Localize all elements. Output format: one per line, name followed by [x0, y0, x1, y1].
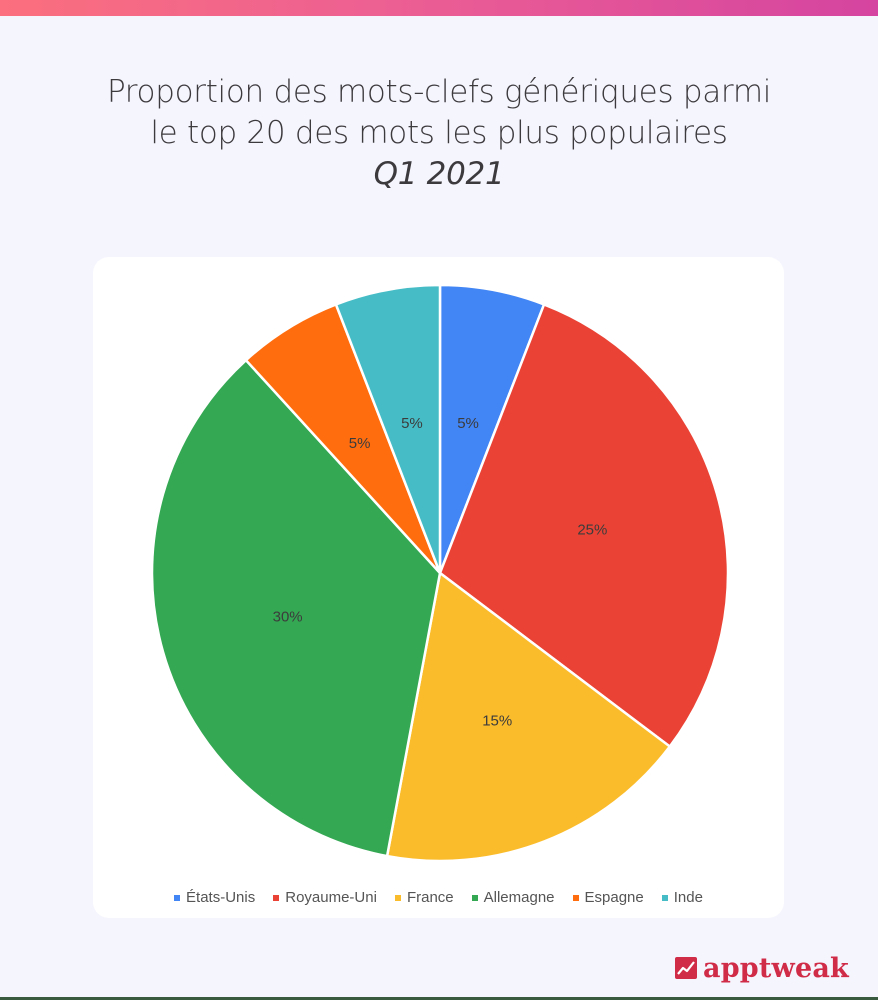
slice-value-label: 25% [577, 522, 607, 539]
legend-item: Royaume-Uni [273, 889, 377, 906]
legend-swatch [273, 894, 280, 901]
legend-label: France [406, 889, 454, 906]
title-line-1: Proportion des mots-clefs génériques par… [106, 74, 772, 110]
chart-card: 5% 25% 15% 30% 5% 5% États-Unis Royaume-Uni Fra… [93, 257, 784, 918]
legend-swatch [471, 894, 478, 901]
pie-slice-inde [334, 283, 442, 574]
legend-item: Allemagne [471, 889, 555, 906]
brand-logo: apptweak [675, 950, 849, 986]
top-gradient-bar [0, 0, 878, 16]
pie-slice-france [385, 570, 672, 863]
legend-label: Royaume-Uni [285, 889, 377, 906]
slice-value-label: 15% [482, 713, 512, 730]
chart-legend: États-Unis Royaume-Uni France Allemagne Espa… [93, 889, 784, 906]
slice-value-label: 5% [349, 435, 371, 452]
chart-title: Proportion des mots-clefs génériques par… [0, 72, 878, 195]
chart-subtitle: Q1 2021 [373, 156, 505, 192]
brand-name: apptweak [703, 952, 849, 984]
legend-swatch [174, 894, 181, 901]
legend-swatch [394, 894, 401, 901]
trend-chart-icon [675, 957, 697, 979]
pie-slice-royaume-uni [438, 302, 730, 749]
pie-slice-allemagne [150, 358, 442, 858]
legend-swatch [661, 894, 668, 901]
slice-value-label: 30% [273, 608, 303, 625]
legend-item: États-Unis [174, 889, 255, 906]
legend-label: États-Unis [186, 889, 256, 906]
bottom-border [0, 997, 878, 1000]
legend-swatch [572, 894, 579, 901]
pie-chart: 5% 25% 15% 30% 5% 5% [150, 283, 730, 863]
title-line-2: le top 20 des mots les plus populaires [150, 115, 728, 151]
slice-value-label: 5% [401, 415, 423, 432]
legend-label: Allemagne [483, 889, 555, 906]
slice-value-label: 5% [457, 415, 479, 432]
legend-label: Inde [673, 889, 703, 906]
legend-label: Espagne [584, 889, 644, 906]
legend-item: France [394, 889, 454, 906]
legend-item: Espagne [572, 889, 644, 906]
legend-item: Inde [661, 889, 703, 906]
